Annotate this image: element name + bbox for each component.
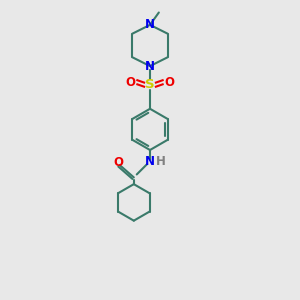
Text: H: H — [156, 155, 166, 168]
Text: O: O — [164, 76, 174, 89]
Text: N: N — [145, 60, 155, 73]
Text: S: S — [145, 78, 155, 91]
Text: N: N — [145, 18, 155, 32]
Text: N: N — [145, 155, 155, 168]
Text: O: O — [126, 76, 136, 89]
Text: O: O — [113, 156, 123, 169]
